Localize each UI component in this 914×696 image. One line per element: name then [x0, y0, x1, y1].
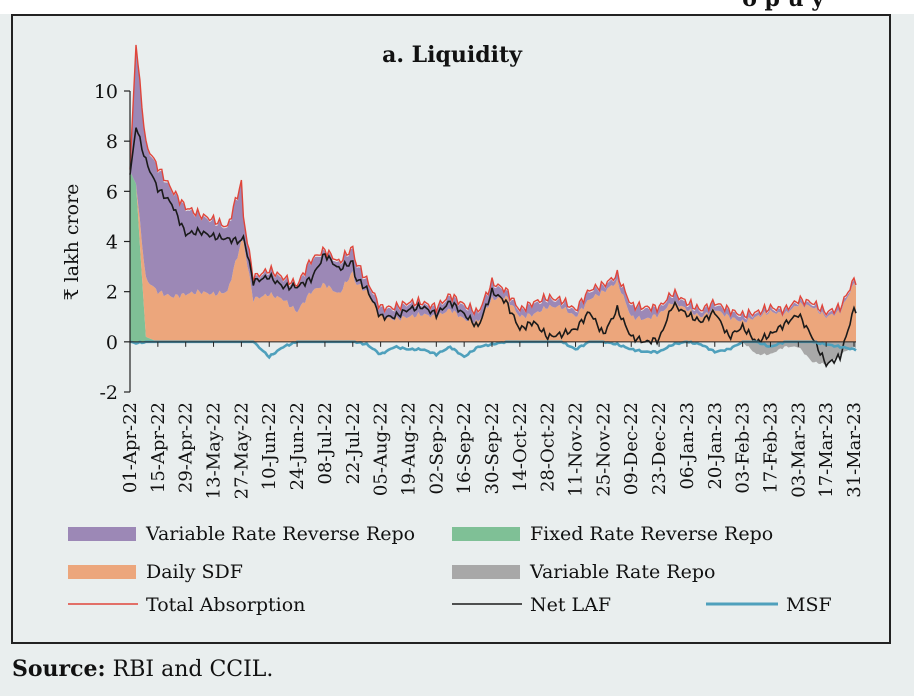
legend-item: Total Absorption [68, 594, 305, 616]
x-tick-label: 13-May-22 [204, 402, 225, 499]
y-tick-label: 6 [106, 181, 118, 203]
source-label: Source: [12, 656, 106, 682]
x-tick-label: 28-Oct-22 [538, 402, 559, 492]
line-net-laf [129, 127, 857, 368]
legend-item: Daily SDF [68, 561, 243, 583]
line-total-absorption [129, 44, 857, 319]
legend-label: Variable Rate Repo [529, 561, 715, 583]
y-tick-label: -2 [99, 382, 118, 404]
x-tick-label: 15-Apr-22 [148, 402, 169, 493]
legend-label: MSF [786, 594, 832, 616]
x-tick-label: 27-May-22 [231, 402, 252, 499]
top-strip: o p u y [0, 0, 914, 14]
x-tick-label: 08-Jul-22 [315, 402, 336, 485]
x-tick-label: 30-Sep-22 [482, 402, 503, 494]
x-tick-label: 19-Aug-22 [399, 402, 420, 496]
x-tick-label: 22-Jul-22 [343, 402, 364, 485]
legend-swatch [68, 565, 136, 579]
y-tick-label: 10 [94, 81, 118, 103]
y-tick-label: 0 [106, 332, 118, 354]
x-tick-label: 06-Jan-23 [677, 402, 698, 490]
source-note: Source: RBI and CCIL. [12, 656, 273, 682]
legend-item: Variable Rate Repo [452, 561, 715, 583]
legend-item: Net LAF [452, 594, 611, 616]
liquidity-chart: a. Liquidity -2 0 2 4 6 8 10 ₹ lakh crore 01-Apr-… [61, 42, 865, 616]
legend-label: Daily SDF [146, 561, 243, 583]
y-axis-label: ₹ lakh crore [61, 184, 83, 301]
y-tick-label: 2 [106, 282, 118, 304]
x-tick-label: 31-Mar-23 [844, 402, 865, 498]
x-tick-label: 16-Sep-22 [454, 402, 475, 494]
area-daily-sdf [130, 171, 856, 342]
legend-label: Fixed Rate Reverse Repo [530, 523, 773, 545]
chart-title: a. Liquidity [382, 42, 523, 68]
legend-swatch [68, 527, 136, 541]
x-tick-label: 23-Dec-22 [649, 402, 670, 495]
legend-swatch [452, 527, 520, 541]
source-text: RBI and CCIL. [112, 657, 274, 682]
legend-label: Net LAF [530, 594, 611, 616]
x-tick-label: 14-Oct-22 [510, 402, 531, 492]
x-tick-label: 17-Mar-23 [816, 402, 837, 498]
legend-label: Total Absorption [146, 594, 305, 616]
x-tick-label: 03-Feb-23 [733, 402, 754, 494]
x-tick-label: 02-Sep-22 [426, 402, 447, 494]
x-tick-label: 29-Apr-22 [176, 402, 197, 493]
x-tick-label: 25-Nov-22 [593, 402, 614, 497]
legend-item: Fixed Rate Reverse Repo [452, 523, 773, 545]
legend-swatch [452, 565, 520, 579]
x-tick-label: 24-Jun-22 [287, 402, 308, 490]
x-tick-label: 05-Aug-22 [371, 402, 392, 496]
x-tick-label: 11-Nov-22 [566, 402, 587, 497]
x-tick-label: 03-Mar-23 [788, 402, 809, 498]
y-tick-label: 8 [106, 131, 118, 153]
legend-item: MSF [706, 594, 832, 616]
y-tick-label: 4 [106, 232, 118, 254]
x-tick-label: 17-Feb-23 [761, 402, 782, 494]
x-tick-label: 01-Apr-22 [120, 402, 141, 493]
legend-label: Variable Rate Reverse Repo [145, 523, 415, 545]
x-tick-label: 10-Jun-22 [259, 402, 280, 490]
cut-off-heading: o p u y [742, 0, 824, 12]
x-tick-label: 20-Jan-23 [705, 402, 726, 490]
legend-item: Variable Rate Reverse Repo [68, 523, 415, 545]
x-tick-label: 09-Dec-22 [621, 402, 642, 495]
